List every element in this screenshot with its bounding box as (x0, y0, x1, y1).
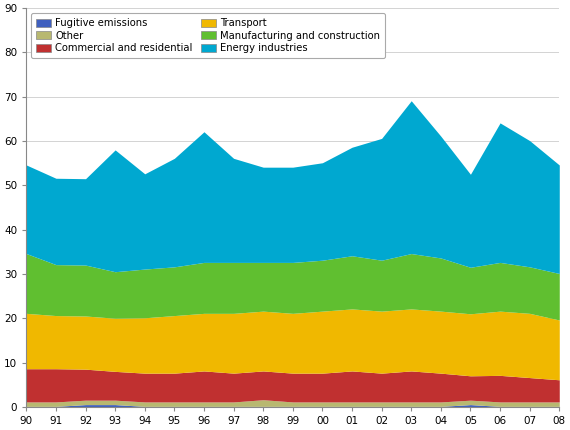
Legend: Fugitive emissions, Other, Commercial and residential, Transport, Manufacturing : Fugitive emissions, Other, Commercial an… (31, 13, 385, 58)
